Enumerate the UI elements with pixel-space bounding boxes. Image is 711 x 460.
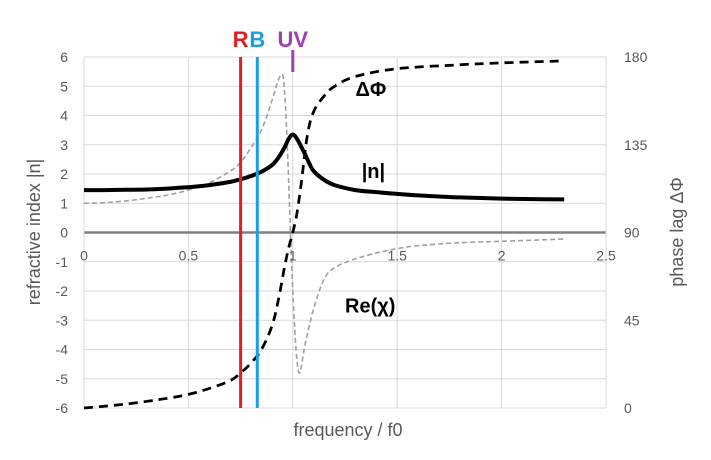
series-annotation: |n| bbox=[362, 161, 385, 183]
y-tick-label-left: -4 bbox=[56, 342, 69, 358]
y-axis-title-left: refractive index |n| bbox=[24, 159, 44, 305]
series-annotation: ΔΦ bbox=[355, 79, 386, 101]
y-tick-label-left: 0 bbox=[60, 225, 68, 241]
series-line-phase-lag bbox=[83, 59, 565, 410]
marker-label-uv: UV bbox=[278, 27, 309, 52]
series-layer bbox=[83, 59, 565, 410]
y-tick-label-left: -2 bbox=[56, 283, 69, 299]
y-tick-label-right: 180 bbox=[624, 49, 648, 65]
marker-label-r: R bbox=[233, 27, 249, 52]
series-line-abs-n bbox=[84, 132, 565, 202]
y-tick-label-left: 4 bbox=[60, 108, 68, 124]
y-tick-label-right: 135 bbox=[624, 137, 648, 153]
y-tick-label-left: -3 bbox=[56, 312, 69, 328]
marker-label-b: B bbox=[249, 27, 265, 52]
x-axis-title: frequency / f0 bbox=[293, 420, 402, 440]
y-tick-label-left: 6 bbox=[60, 49, 68, 65]
axes bbox=[83, 57, 607, 409]
y-tick-label-left: 5 bbox=[60, 78, 68, 94]
y-tick-label-right: 0 bbox=[624, 400, 632, 416]
x-tick-label: 1.5 bbox=[387, 248, 407, 264]
y-tick-label-right: 45 bbox=[624, 312, 640, 328]
y-tick-label-left: -6 bbox=[56, 400, 69, 416]
y-axis-title-right: phase lag ΔΦ bbox=[667, 177, 687, 286]
series-line-re-chi bbox=[83, 73, 565, 374]
y-tick-label-left: -5 bbox=[56, 371, 69, 387]
y-tick-label-left: 2 bbox=[60, 166, 68, 182]
x-tick-label: 1 bbox=[289, 248, 297, 264]
y-tick-label-left: -1 bbox=[56, 254, 69, 270]
x-tick-label: 0.5 bbox=[179, 248, 199, 264]
y-tick-label-left: 3 bbox=[60, 137, 68, 153]
x-tick-label: 2.5 bbox=[596, 248, 616, 264]
wavelength-markers bbox=[239, 50, 295, 408]
series-annotation: Re(χ) bbox=[345, 296, 395, 318]
y-tick-label-left: 1 bbox=[60, 195, 68, 211]
x-tick-label: 0 bbox=[80, 248, 88, 264]
y-tick-label-right: 90 bbox=[624, 225, 640, 241]
x-tick-label: 2 bbox=[498, 248, 506, 264]
